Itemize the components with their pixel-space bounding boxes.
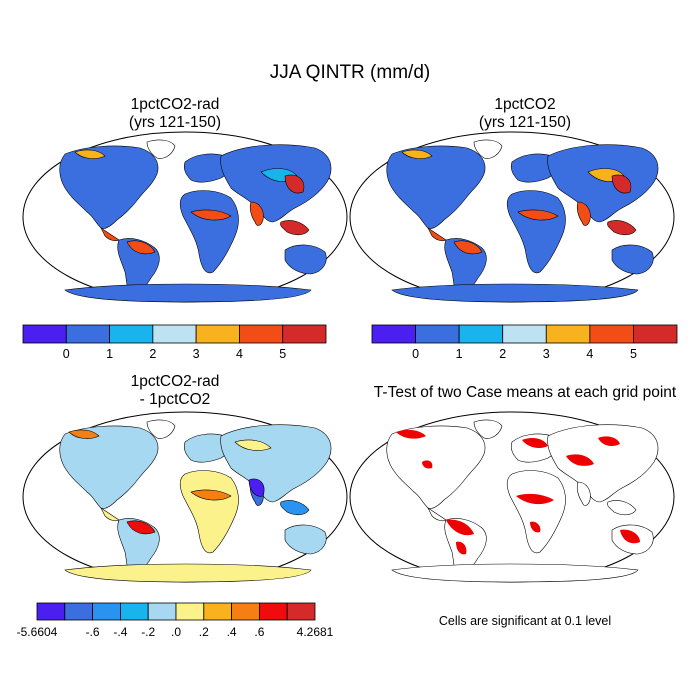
colorbar-top-right-tick-label: 4	[586, 347, 593, 361]
colorbar-bottom-tick-label: -.2	[141, 625, 155, 639]
colorbar-top-right-swatch	[415, 324, 460, 344]
colorbar-top-right-tick-label: 0	[412, 347, 419, 361]
panel-1-title-line1: 1pctCO2-rad	[130, 96, 220, 113]
colorbar-top-right-tick-label: 1	[456, 347, 463, 361]
colorbar-bottom-swatch	[231, 602, 260, 621]
colorbar-bottom-tick-label: -.6	[86, 625, 100, 639]
colorbar-top-right-swatch	[633, 324, 678, 344]
colorbar-top-right-swatch	[458, 324, 504, 344]
colorbar-bottom-tick-label: -5.6604	[17, 625, 58, 639]
map-panel-3	[22, 411, 348, 583]
colorbar-bottom-swatch	[258, 602, 288, 621]
panel-2-title-line1: 1pctCO2	[494, 96, 556, 113]
map-panel-4	[349, 411, 675, 583]
panel-4-title: T-Test of two Case means at each grid po…	[373, 384, 677, 401]
panel-3-title: 1pctCO2-rad - 1pctCO2	[75, 373, 275, 409]
colorbar-top-left-swatch	[152, 324, 197, 344]
colorbar-bottom-swatch	[36, 602, 66, 621]
colorbar-top-left: 0 1 2 3 4 5	[22, 324, 327, 361]
panel-1-title: 1pctCO2-rad (yrs 121-150)	[75, 96, 275, 132]
significance-cells	[396, 429, 640, 555]
colorbar-bottom-swatch	[175, 602, 205, 621]
colorbar-top-right-tick-label: 2	[499, 347, 506, 361]
colorbar-top-left-swatch	[282, 324, 327, 344]
colorbar-bottom: -5.6604 -.6 -.4 -.2 .0 .2 .4 .6 4.2681	[17, 602, 334, 639]
colorbar-bottom-swatch	[286, 602, 316, 621]
colorbar-bottom-tick-label: .2	[199, 625, 209, 639]
colorbar-top-left-tick-label: 1	[106, 347, 113, 361]
colorbar-bottom-tick-label: .4	[227, 625, 237, 639]
main-title: JJA QINTR (mm/d)	[269, 62, 431, 83]
colorbar-bottom-tick-label: 4.2681	[297, 625, 334, 639]
panel-2-title-line2: (yrs 121-150)	[478, 114, 572, 131]
colorbar-top-right-swatch	[545, 324, 591, 344]
colorbar-top-right: 0 1 2 3 4 5	[371, 324, 678, 361]
colorbar-bottom-tick-label: -.4	[113, 625, 127, 639]
map-panel-1	[22, 131, 348, 303]
colorbar-top-right-tick-label: 5	[630, 347, 637, 361]
colorbar-top-left-swatch	[239, 324, 284, 344]
colorbar-bottom-tick-label: .0	[171, 625, 181, 639]
significance-note: Cells are significant at 0.1 level	[438, 614, 612, 628]
colorbar-top-left-swatch	[195, 324, 240, 344]
colorbar-top-left-swatch	[65, 324, 110, 344]
colorbar-top-right-swatch	[589, 324, 634, 344]
colorbar-top-left-tick-label: 5	[279, 347, 286, 361]
panel-3-title-line2: - 1pctCO2	[139, 391, 211, 408]
colorbar-top-left-tick-label: 3	[193, 347, 200, 361]
colorbar-bottom-swatch	[120, 602, 149, 621]
panel-3-title-line1: 1pctCO2-rad	[130, 373, 220, 390]
colorbar-top-right-swatch	[371, 324, 416, 344]
colorbar-top-left-swatch	[22, 324, 67, 344]
colorbar-top-left-tick-label: 0	[63, 347, 70, 361]
colorbar-bottom-swatch	[203, 602, 233, 621]
colorbar-bottom-swatch	[64, 602, 94, 621]
colorbar-top-left-tick-label: 4	[236, 347, 243, 361]
colorbar-top-right-swatch	[502, 324, 547, 344]
colorbar-top-left-swatch	[109, 324, 154, 344]
colorbar-bottom-swatch	[92, 602, 121, 621]
map-panel-2	[349, 131, 675, 303]
colorbar-bottom-swatch	[147, 602, 177, 621]
colorbar-bottom-tick-label: .6	[254, 625, 264, 639]
panel-2-title: 1pctCO2 (yrs 121-150)	[425, 96, 625, 132]
colorbar-top-left-tick-label: 2	[149, 347, 156, 361]
colorbar-top-right-tick-label: 3	[543, 347, 550, 361]
panel-1-title-line2: (yrs 121-150)	[128, 114, 222, 131]
